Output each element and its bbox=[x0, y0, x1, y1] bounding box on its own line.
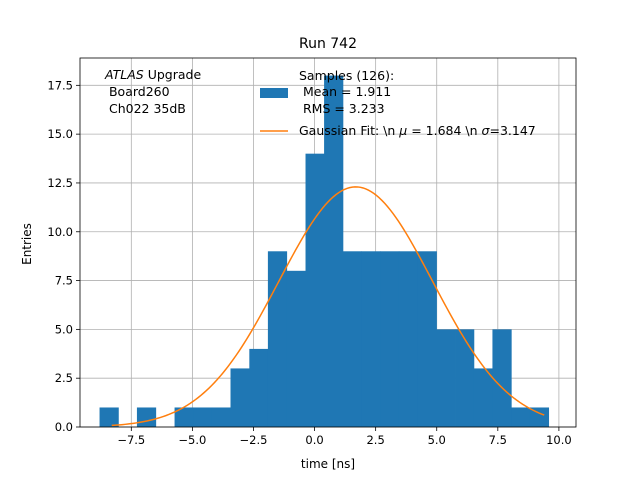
legend: Samples (126): Mean = 1.911 RMS = 3.233 … bbox=[260, 68, 536, 138]
legend-histogram-swatch bbox=[260, 88, 288, 98]
y-tick-label: 15.0 bbox=[47, 127, 73, 141]
legend-histogram-label-1: Samples (126): bbox=[299, 68, 394, 83]
x-axis-label: time [ns] bbox=[301, 457, 355, 471]
histogram-bar bbox=[193, 407, 213, 427]
annotation-line-1: ATLAS Upgrade bbox=[104, 67, 201, 82]
y-tick-label: 0.0 bbox=[55, 420, 73, 434]
histogram-bar bbox=[398, 251, 419, 427]
histogram-bar bbox=[136, 407, 157, 427]
legend-histogram-label-3: RMS = 3.233 bbox=[299, 101, 385, 116]
histogram-bar bbox=[230, 368, 250, 427]
x-axis-ticks: −7.5 −5.0 −2.5 0.0 2.5 5.0 7.5 10.0 bbox=[117, 427, 572, 447]
histogram-bar bbox=[211, 407, 231, 427]
legend-fit-mu: μ bbox=[398, 123, 407, 138]
atlas-annotation: ATLAS Upgrade Board260 Ch022 35dB bbox=[104, 67, 201, 116]
gaussian-fit-curve bbox=[111, 186, 545, 427]
x-tick-label: 0.0 bbox=[305, 433, 323, 447]
x-tick-label: 5.0 bbox=[428, 433, 446, 447]
histogram-bar bbox=[436, 329, 456, 427]
histogram-bar bbox=[249, 348, 269, 427]
legend-histogram-label-2: Mean = 1.911 bbox=[299, 84, 391, 99]
legend-fit-label: Gaussian Fit: \n μ = 1.684 \n σ=3.147 bbox=[299, 123, 536, 138]
x-tick-label: −5.0 bbox=[178, 433, 206, 447]
histogram-bar bbox=[492, 329, 512, 427]
chart-title: Run 742 bbox=[299, 36, 357, 52]
legend-fit-sigma: σ bbox=[482, 123, 491, 138]
histogram-bar bbox=[511, 407, 531, 427]
histogram-bars bbox=[99, 75, 550, 428]
legend-fit-suffix: =3.147 bbox=[489, 123, 535, 138]
y-tick-label: 2.5 bbox=[55, 371, 73, 385]
histogram-bar bbox=[455, 329, 475, 427]
histogram-bar bbox=[324, 75, 344, 428]
histogram-bar bbox=[99, 407, 119, 427]
x-tick-label: 2.5 bbox=[366, 433, 384, 447]
histogram-bar bbox=[286, 270, 306, 427]
legend-fit-prefix: Gaussian Fit: \n bbox=[299, 123, 399, 138]
histogram-bar bbox=[305, 153, 325, 427]
y-tick-label: 12.5 bbox=[47, 176, 73, 190]
axes-frame bbox=[79, 57, 577, 428]
y-axis-ticks: 0.0 2.5 5.0 7.5 10.0 12.5 15.0 17.5 bbox=[47, 78, 80, 434]
histogram-bar bbox=[529, 407, 550, 427]
histogram-bar bbox=[417, 251, 437, 427]
histogram-bar bbox=[380, 251, 400, 427]
legend-fit-mid: = 1.684 \n bbox=[407, 123, 481, 138]
y-tick-label: 5.0 bbox=[55, 322, 73, 336]
histogram-bar bbox=[361, 251, 381, 427]
annotation-line-2: Board260 bbox=[105, 84, 170, 99]
histogram-bar bbox=[342, 251, 362, 427]
histogram-bar bbox=[473, 368, 493, 427]
y-tick-label: 7.5 bbox=[55, 274, 73, 288]
histogram-bar bbox=[267, 251, 288, 427]
x-tick-label: −7.5 bbox=[117, 433, 145, 447]
annotation-upgrade: Upgrade bbox=[144, 67, 202, 82]
y-tick-label: 10.0 bbox=[47, 225, 73, 239]
annotation-line-3: Ch022 35dB bbox=[105, 101, 186, 116]
y-tick-label: 17.5 bbox=[47, 78, 73, 92]
histogram-bar bbox=[174, 407, 194, 427]
x-tick-label: −2.5 bbox=[240, 433, 268, 447]
annotation-atlas: ATLAS bbox=[104, 67, 144, 82]
x-tick-label: 10.0 bbox=[546, 433, 572, 447]
x-tick-label: 7.5 bbox=[489, 433, 507, 447]
y-axis-label: Entries bbox=[20, 223, 34, 265]
